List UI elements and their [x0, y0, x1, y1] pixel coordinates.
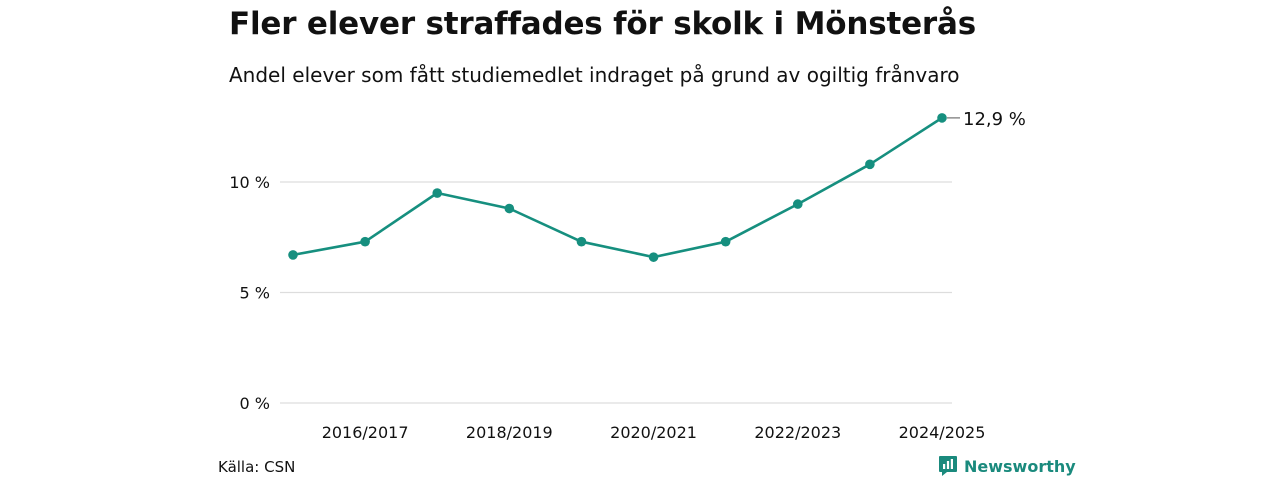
bar-chart-bubble-icon — [939, 456, 957, 476]
series-line-group — [291, 116, 944, 259]
data-point — [576, 236, 587, 247]
x-tick-label: 2022/2023 — [754, 423, 841, 442]
x-axis-tick-labels: 2016/2017 2018/2019 2020/2021 2022/2023 2024… — [322, 423, 986, 442]
chart-subtitle: Andel elever som fått studiemedlet indra… — [229, 63, 960, 87]
data-point — [865, 159, 875, 170]
x-tick-label: 2016/2017 — [322, 423, 409, 442]
data-point — [288, 250, 298, 260]
x-tick-label: 2024/2025 — [899, 423, 986, 442]
brand-logo: Newsworthy — [938, 455, 1076, 477]
gridlines — [280, 181, 952, 404]
y-tick-label: 5 % — [240, 284, 270, 303]
x-tick-label: 2018/2019 — [466, 423, 553, 442]
y-tick-label: 0 % — [240, 394, 270, 413]
brand-name: Newsworthy — [964, 456, 1076, 476]
data-point — [937, 113, 947, 123]
data-point — [432, 188, 443, 198]
data-point — [720, 236, 731, 247]
end-annotation: 12,9 % — [947, 109, 1026, 130]
end-value-label: 12,9 % — [963, 109, 1026, 130]
data-points — [288, 113, 947, 262]
data-point — [360, 236, 370, 247]
series-line — [291, 116, 944, 259]
x-tick-label: 2020/2021 — [610, 423, 697, 442]
y-tick-label: 10 % — [229, 173, 270, 192]
data-point — [792, 199, 803, 209]
data-point — [504, 203, 515, 214]
chart-title: Fler elever straffades för skolk i Mönst… — [229, 6, 976, 42]
y-axis-tick-labels: 0 % 5 % 10 % — [229, 173, 270, 413]
source-note: Källa: CSN — [218, 458, 296, 476]
data-point — [648, 252, 659, 262]
